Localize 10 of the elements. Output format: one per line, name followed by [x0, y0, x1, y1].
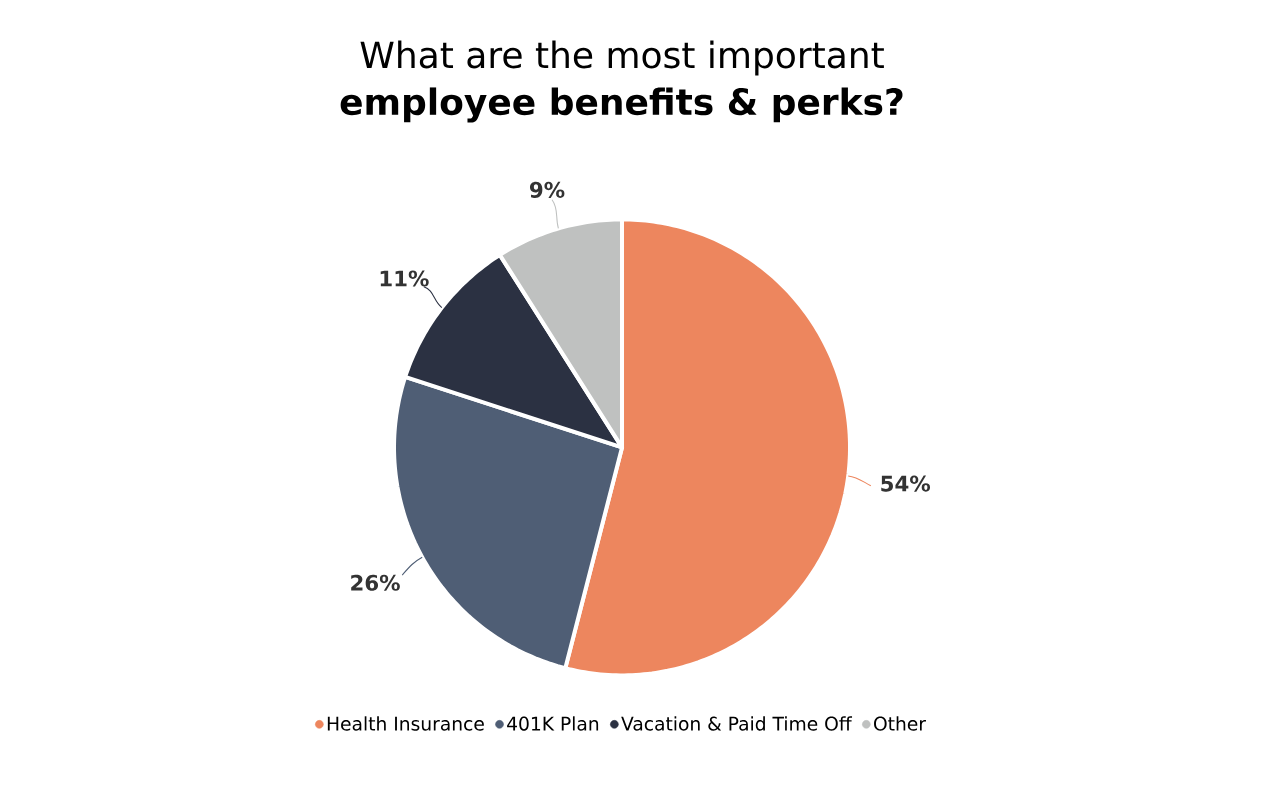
legend-label: 401K Plan: [507, 716, 599, 731]
data-label: 11%: [380, 270, 429, 287]
legend-label: Other: [874, 716, 926, 731]
legend-label: Health Insurance: [327, 716, 484, 731]
data-label: 26%: [351, 574, 400, 591]
chart-title: What are the most important: [360, 40, 884, 76]
data-label: 54%: [881, 475, 931, 492]
data-label: 9%: [529, 181, 565, 198]
chart-subtitle: employee benefits & perks?: [340, 87, 903, 123]
legend-label: Vacation & Paid Time Off: [621, 716, 853, 731]
